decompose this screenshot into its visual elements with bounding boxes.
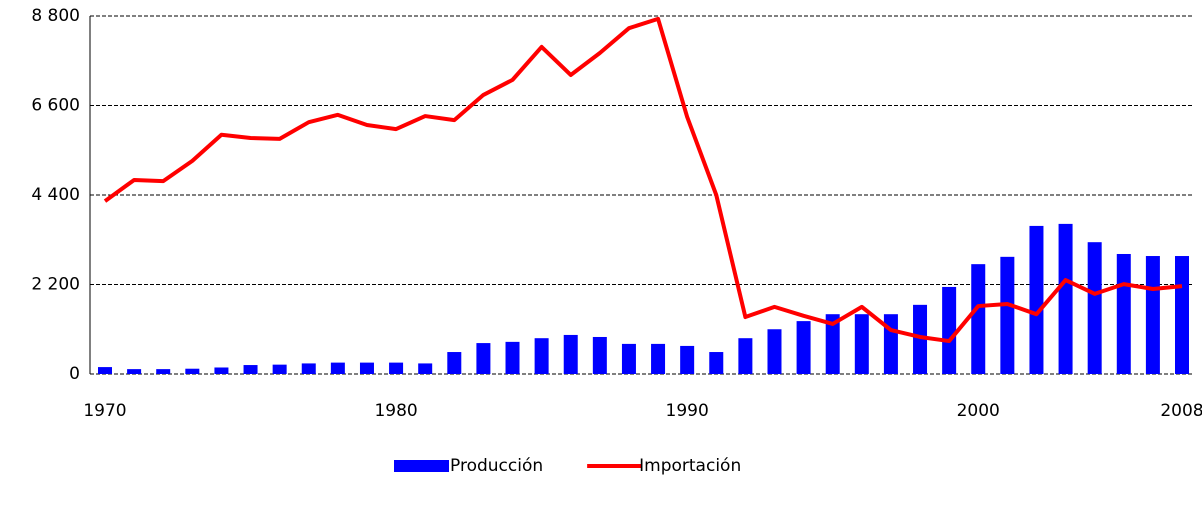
bar bbox=[127, 369, 142, 374]
bar bbox=[825, 314, 840, 374]
bar bbox=[767, 329, 782, 374]
bar bbox=[854, 314, 869, 374]
bar bbox=[738, 338, 753, 374]
bar bbox=[621, 343, 636, 374]
bar bbox=[214, 367, 229, 374]
bar bbox=[359, 362, 374, 374]
bar bbox=[505, 341, 520, 374]
bar bbox=[592, 336, 607, 374]
y-tick-label: 2 200 bbox=[31, 275, 80, 295]
bar bbox=[1058, 223, 1073, 374]
y-tick-label: 6 600 bbox=[31, 96, 80, 116]
bar bbox=[971, 264, 986, 374]
bar bbox=[1145, 256, 1160, 374]
y-tick-label: 0 bbox=[69, 364, 80, 384]
bar bbox=[796, 321, 811, 374]
legend-swatch bbox=[394, 460, 449, 472]
bar bbox=[185, 368, 200, 374]
x-tick-label: 1990 bbox=[666, 401, 709, 421]
legend-label: Producción bbox=[450, 456, 543, 476]
bar bbox=[447, 352, 462, 374]
y-tick-label: 4 400 bbox=[31, 185, 80, 205]
bar bbox=[272, 364, 287, 374]
bar bbox=[389, 362, 404, 374]
line bbox=[103, 16, 1183, 344]
bar bbox=[534, 338, 549, 374]
bar bbox=[301, 363, 316, 374]
bar bbox=[1175, 256, 1189, 374]
x-tick-label: 1980 bbox=[374, 401, 417, 421]
bar bbox=[680, 345, 695, 374]
bar bbox=[913, 304, 928, 374]
legend-label: Importación bbox=[639, 456, 741, 476]
bar bbox=[1029, 225, 1044, 374]
bar bbox=[476, 343, 491, 374]
bar bbox=[330, 362, 345, 374]
bar bbox=[98, 367, 112, 374]
bar bbox=[942, 286, 957, 374]
bar bbox=[1000, 256, 1015, 374]
bar bbox=[243, 365, 258, 374]
bar bbox=[651, 343, 666, 374]
bar bbox=[563, 334, 578, 374]
bar bbox=[1087, 242, 1102, 374]
x-tick-label: 1970 bbox=[83, 401, 126, 421]
bar bbox=[883, 314, 898, 374]
bar bbox=[156, 369, 171, 374]
x-tick-label: 2000 bbox=[957, 401, 1000, 421]
x-tick-label: 2008 bbox=[1160, 401, 1202, 421]
bar bbox=[1116, 253, 1131, 374]
bar bbox=[709, 352, 724, 374]
bar bbox=[418, 363, 433, 374]
y-tick-label: 8 800 bbox=[31, 6, 80, 26]
